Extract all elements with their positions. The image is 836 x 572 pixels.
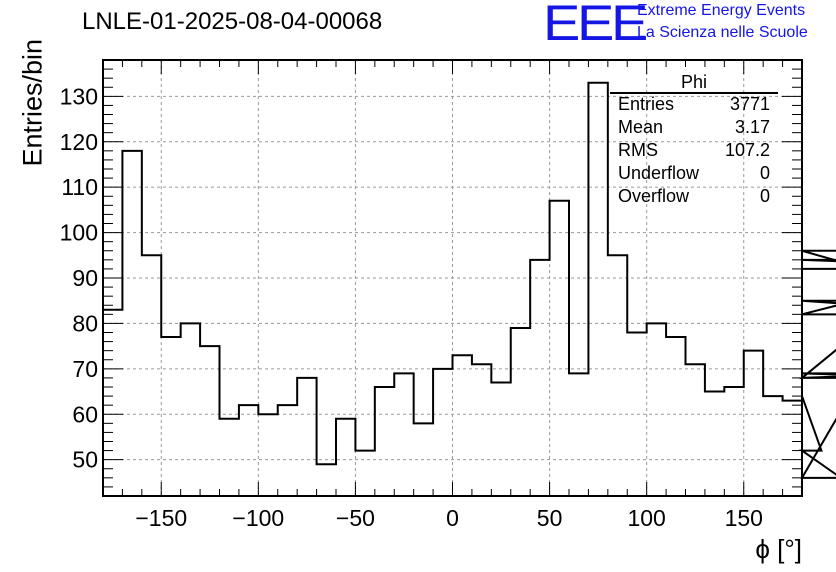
stat-value: 3.17 [734, 117, 770, 137]
stat-value: 3771 [729, 94, 770, 114]
histogram-bin [103, 310, 122, 496]
histogram-bin [433, 369, 452, 496]
y-tick-label: 70 [72, 356, 98, 382]
histogram-bin [258, 414, 277, 496]
y-axis-label: Entries/bin [17, 38, 48, 167]
histogram-bin [511, 328, 530, 496]
stats-box: Phi Entries 3771 Mean 3.17 RMS 107.2 Und… [610, 72, 778, 212]
histogram-bin [161, 337, 180, 496]
histogram-bin [355, 451, 374, 496]
axis-ticks [102, 59, 803, 497]
y-tick-label: 50 [72, 447, 98, 473]
stat-key: Mean [618, 117, 664, 137]
histogram-bin [783, 401, 802, 496]
x-tick-label: −50 [336, 505, 375, 531]
y-tick-label: 100 [60, 220, 98, 246]
x-tick-label: 100 [627, 505, 665, 531]
stat-value: 0 [759, 186, 770, 206]
y-tick-label: 110 [61, 174, 98, 200]
grid-lines [103, 60, 802, 496]
logo-line-1: Extreme Energy Events [637, 2, 806, 19]
histogram-bin [647, 323, 666, 496]
histogram-bin [297, 378, 316, 496]
stat-key: Underflow [618, 163, 700, 183]
x-axis-label: ϕ [°] [755, 534, 802, 564]
histogram-bin [530, 260, 549, 496]
histogram-bin [394, 373, 413, 496]
histogram-bin [608, 255, 627, 496]
histogram-bin [200, 346, 219, 496]
x-tick-label: −150 [135, 505, 187, 531]
y-tick-label: 130 [60, 83, 98, 109]
histogram-bin [181, 323, 200, 496]
histogram-bin [763, 396, 782, 496]
eee-logo: EEE [543, 0, 648, 51]
histogram-bin [472, 364, 491, 496]
histogram-bin [569, 373, 588, 496]
histogram-bin [336, 419, 355, 496]
x-tick-label: 0 [446, 505, 459, 531]
histogram-bin [666, 337, 685, 496]
axis-tick-labels: −150 −100 −50 0 50 100 150 50 60 70 80 90 100 110 120 1… [60, 83, 763, 531]
chart-title: LNLE-01-2025-08-04-00068 [82, 8, 383, 35]
stats-divider [610, 92, 778, 94]
histogram-bin [744, 351, 763, 496]
y-tick-label: 80 [72, 310, 98, 336]
histogram-bin [724, 387, 743, 496]
histogram-bin [375, 387, 394, 496]
stats-title: Phi [680, 72, 707, 92]
stat-value: 0 [759, 163, 770, 183]
stat-key: RMS [618, 140, 658, 160]
histogram-bin [491, 382, 510, 496]
histogram-bin [550, 201, 569, 496]
y-tick-label: 120 [60, 129, 98, 155]
histogram-bin [239, 405, 258, 496]
histogram-bin [453, 355, 472, 496]
x-tick-label: −100 [232, 505, 284, 531]
histogram-bin [686, 364, 705, 496]
stat-key: Overflow [618, 186, 690, 206]
histogram-bin [317, 464, 336, 496]
y-tick-label: 60 [72, 401, 98, 427]
stat-value: 107.2 [724, 140, 770, 160]
histogram-bin [122, 151, 141, 496]
stat-key: Entries [618, 94, 675, 114]
histogram-bin [220, 419, 239, 496]
y-tick-label: 90 [72, 265, 98, 291]
x-tick-label: 50 [537, 505, 563, 531]
histogram-bin [278, 405, 297, 496]
logo-line-2: La Scienza nelle Scuole [637, 24, 808, 41]
histogram-bin [588, 83, 607, 496]
x-tick-label: 150 [725, 505, 763, 531]
histogram-bin [705, 392, 724, 496]
